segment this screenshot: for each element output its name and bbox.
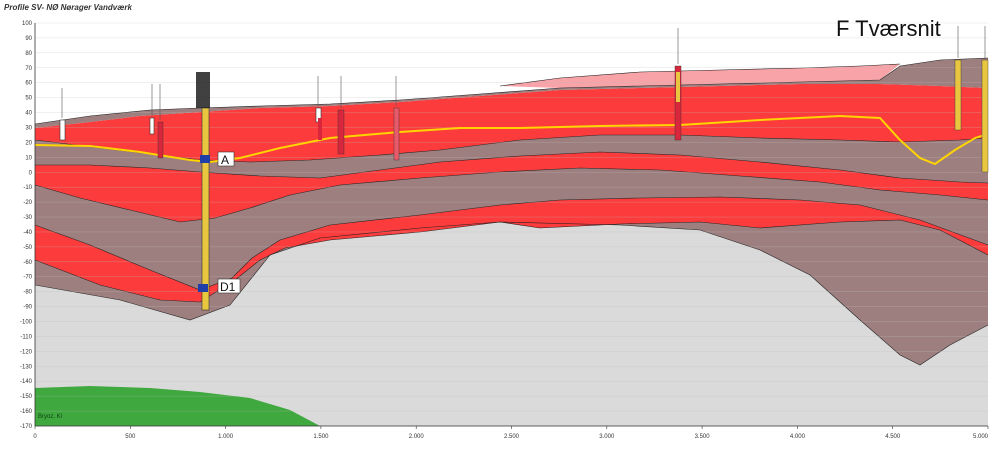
- borehole-main: [196, 72, 210, 311]
- y-tick-label: 100: [22, 21, 33, 27]
- y-tick-label: -110: [20, 334, 32, 340]
- x-tick-label: 500: [125, 434, 136, 440]
- y-tick-label: 80: [25, 51, 32, 57]
- borehole: [393, 76, 400, 161]
- y-tick-label: 90: [25, 36, 32, 42]
- y-tick-label: -80: [23, 290, 32, 296]
- borehole: [954, 26, 962, 131]
- marker-d1: D1: [217, 278, 241, 294]
- y-tick-label: 50: [25, 96, 32, 102]
- x-tick-label: 4.000: [790, 434, 806, 440]
- y-tick-label: 40: [25, 111, 32, 117]
- y-tick-label: -130: [20, 364, 33, 370]
- marker-d1-label: D1: [220, 280, 236, 294]
- y-axis: 1009080706050403020100-10-20-30-40-50-60…: [20, 21, 33, 430]
- geology-layers: [35, 58, 988, 426]
- borehole: [981, 26, 989, 173]
- borehole: [149, 84, 164, 159]
- x-tick-label: 4.500: [885, 434, 901, 440]
- x-tick-label: 0: [33, 434, 37, 440]
- x-axis: 0 500 1.000 1.500 2.000 2.500 3.000 3.500 4.000 4…: [33, 426, 989, 440]
- y-tick-label: -90: [23, 305, 32, 311]
- y-tick-label: -20: [23, 200, 32, 206]
- layer-clay-top: [35, 58, 988, 128]
- y-tick-label: -140: [20, 379, 33, 385]
- bottom-unit-label: Bryoz. Kl: [38, 414, 62, 420]
- borehole: [315, 76, 322, 140]
- y-tick-label: -40: [23, 230, 32, 236]
- y-tick-label: -30: [23, 215, 32, 221]
- y-tick-label: -100: [20, 320, 33, 326]
- section-title: F Tværsnit: [836, 16, 941, 41]
- y-tick-label: -70: [23, 275, 32, 281]
- y-tick-label: -60: [23, 260, 32, 266]
- y-tick-label: 30: [25, 125, 32, 131]
- boreholes: [59, 26, 989, 311]
- layer-sand-mid: [35, 152, 988, 222]
- y-tick-label: -170: [20, 424, 33, 430]
- borehole: [59, 88, 66, 141]
- marker-a: A: [217, 151, 235, 167]
- borehole: [337, 76, 345, 155]
- x-tick-label: 3.500: [695, 434, 711, 440]
- y-tick-label: -150: [20, 394, 33, 400]
- y-tick-label: 70: [25, 66, 32, 72]
- x-tick-label: 3.000: [599, 434, 615, 440]
- x-tick-label: 1.000: [218, 434, 234, 440]
- x-tick-label: 1.500: [313, 434, 329, 440]
- layer-clay-mid: [35, 168, 988, 290]
- marker-a-label: A: [221, 153, 229, 167]
- y-tick-label: -10: [23, 185, 32, 191]
- y-tick-label: -160: [20, 409, 33, 415]
- y-tick-label: 60: [25, 81, 32, 87]
- x-tick-label: 2.500: [504, 434, 520, 440]
- borehole: [674, 28, 682, 141]
- y-tick-label: 0: [29, 170, 33, 176]
- x-tick-label: 5.000: [973, 434, 989, 440]
- x-tick-label: 2.000: [409, 434, 425, 440]
- layer-clay-upper: [35, 135, 988, 183]
- profile-title: Profile SV- NØ Nørager Vandværk: [4, 3, 132, 12]
- y-tick-label: 20: [25, 140, 32, 146]
- layer-sand-lower: [35, 197, 988, 302]
- y-tick-label: 10: [25, 155, 32, 161]
- y-tick-label: -120: [20, 349, 33, 355]
- y-tick-label: -50: [23, 245, 32, 251]
- layer-chalk: [35, 222, 988, 426]
